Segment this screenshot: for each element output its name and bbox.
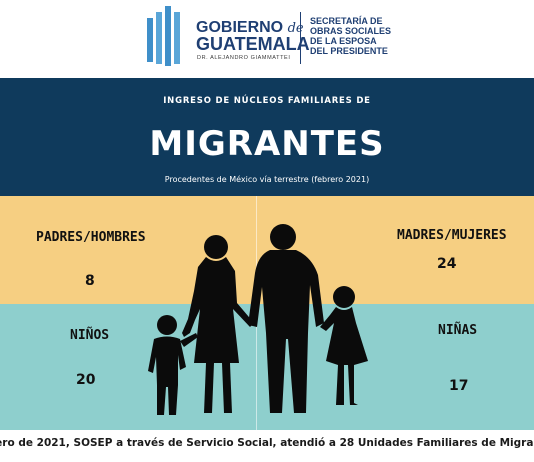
banner-title: MIGRANTES (149, 124, 385, 164)
header-divider (300, 12, 301, 64)
ninos-value: 20 (76, 372, 96, 388)
secretaria-line-2: OBRAS SOCIALES (310, 26, 392, 36)
secretaria-line-3: DE LA ESPOSA (310, 36, 377, 46)
logo-line-2: GUATEMALA (196, 34, 310, 54)
logo-line-1: GOBIERNO de (196, 19, 304, 36)
secretaria-line-1: SECRETARÍA DE (310, 16, 383, 26)
title-banner (0, 78, 534, 196)
logo-line-3: DR. ALEJANDRO GIAMMATTEI (197, 55, 291, 61)
secretaria-line-4: DEL PRESIDENTE (310, 46, 388, 56)
footer-note: rero de 2021, SOSEP a través de Servicio… (0, 437, 534, 449)
ninas-value: 17 (449, 378, 469, 394)
family-silhouette-icon (148, 224, 368, 415)
padres-label: PADRES/HOMBRES (36, 230, 146, 245)
banner-origin: Procedentes de México vía terrestre (feb… (164, 175, 370, 184)
ninas-label: NIÑAS (438, 323, 478, 338)
header: GOBIERNO de GUATEMALA DR. ALEJANDRO GIAM… (0, 0, 534, 78)
banner-subtitle: INGRESO DE NÚCLEOS FAMILIARES DE (163, 96, 371, 106)
madres-label: MADRES/MUJERES (397, 228, 507, 243)
ninos-label: NIÑOS (70, 328, 110, 343)
padres-value: 8 (85, 273, 95, 289)
footer (0, 430, 534, 462)
madres-value: 24 (437, 256, 457, 272)
